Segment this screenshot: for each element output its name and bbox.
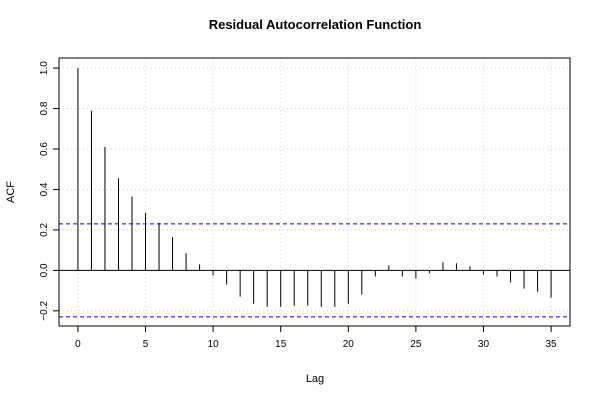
- grid: [59, 58, 570, 326]
- y-tick-label: 0.4: [39, 182, 50, 196]
- y-tick-label: 0.0: [39, 263, 50, 277]
- x-tick-label: 15: [275, 339, 287, 350]
- x-tick-label: 5: [143, 339, 149, 350]
- y-tick-label: 0.2: [39, 223, 50, 237]
- reference-lines: [59, 223, 570, 318]
- plot-frame: [58, 57, 571, 327]
- chart-title: Residual Autocorrelation Function: [209, 17, 422, 32]
- y-tick-label: 1.0: [39, 61, 50, 75]
- x-tick-label: 10: [208, 339, 220, 350]
- acf-bars: [77, 68, 552, 307]
- x-axis-label: Lag: [306, 373, 324, 385]
- x-tick-label: 30: [478, 339, 490, 350]
- x-tick-label: 0: [75, 339, 81, 350]
- y-tick-label: 0.8: [39, 101, 50, 115]
- x-tick-label: 35: [546, 339, 558, 350]
- y-axis-label: ACF: [5, 181, 17, 203]
- y-tick-label: 0.6: [39, 142, 50, 156]
- x-tick-label: 25: [410, 339, 422, 350]
- y-axis: −0.2 0.0 0.2 0.4 0.6 0.8 1.0: [39, 61, 59, 321]
- y-tick-label: −0.2: [39, 301, 50, 321]
- x-axis: 0 5 10 15 20 25 30 35: [75, 326, 557, 350]
- x-tick-label: 20: [343, 339, 355, 350]
